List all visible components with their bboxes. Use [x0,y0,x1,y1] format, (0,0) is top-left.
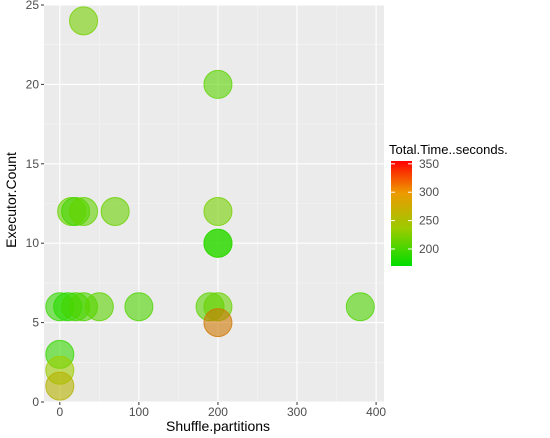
legend-ticks: 200 250 300 350 [391,157,439,256]
legend-title: Total.Time..seconds. [389,142,508,157]
x-tick-label: 200 [208,405,228,419]
data-point [124,292,154,322]
x-tick-label: 0 [56,405,63,419]
data-point [203,308,233,338]
legend-tick-label: 200 [419,242,439,256]
x-tick-label: 400 [366,405,386,419]
legend-tick-label: 250 [419,214,439,228]
data-point [69,196,99,226]
x-tick-label: 100 [129,405,149,419]
y-tick-label: 5 [32,316,39,330]
data-point [45,371,75,401]
x-axis-title: Shuffle.partitions [166,418,270,434]
minor-gridlines [44,5,384,402]
y-tick-label: 25 [26,0,40,12]
y-axis-ticks: 0 5 10 15 20 25 [26,0,44,409]
data-points [45,6,375,401]
legend-colorbar [391,161,412,266]
y-axis-title: Executor.Count [3,152,19,248]
legend-tick-label: 350 [419,157,439,171]
y-tick-label: 0 [32,395,39,409]
data-point [203,228,233,258]
data-point [203,69,233,99]
data-point [69,6,99,36]
y-tick-label: 15 [26,157,40,171]
x-tick-label: 300 [287,405,307,419]
data-point [345,292,375,322]
x-axis-ticks: 0 100 200 300 400 [56,402,386,419]
legend-tick-label: 300 [419,185,439,199]
y-tick-label: 20 [26,77,40,91]
legend: Total.Time..seconds. 200 250 300 350 [389,142,508,266]
data-point [100,196,130,226]
y-tick-label: 10 [26,236,40,250]
data-point [84,292,114,322]
data-point [203,196,233,226]
